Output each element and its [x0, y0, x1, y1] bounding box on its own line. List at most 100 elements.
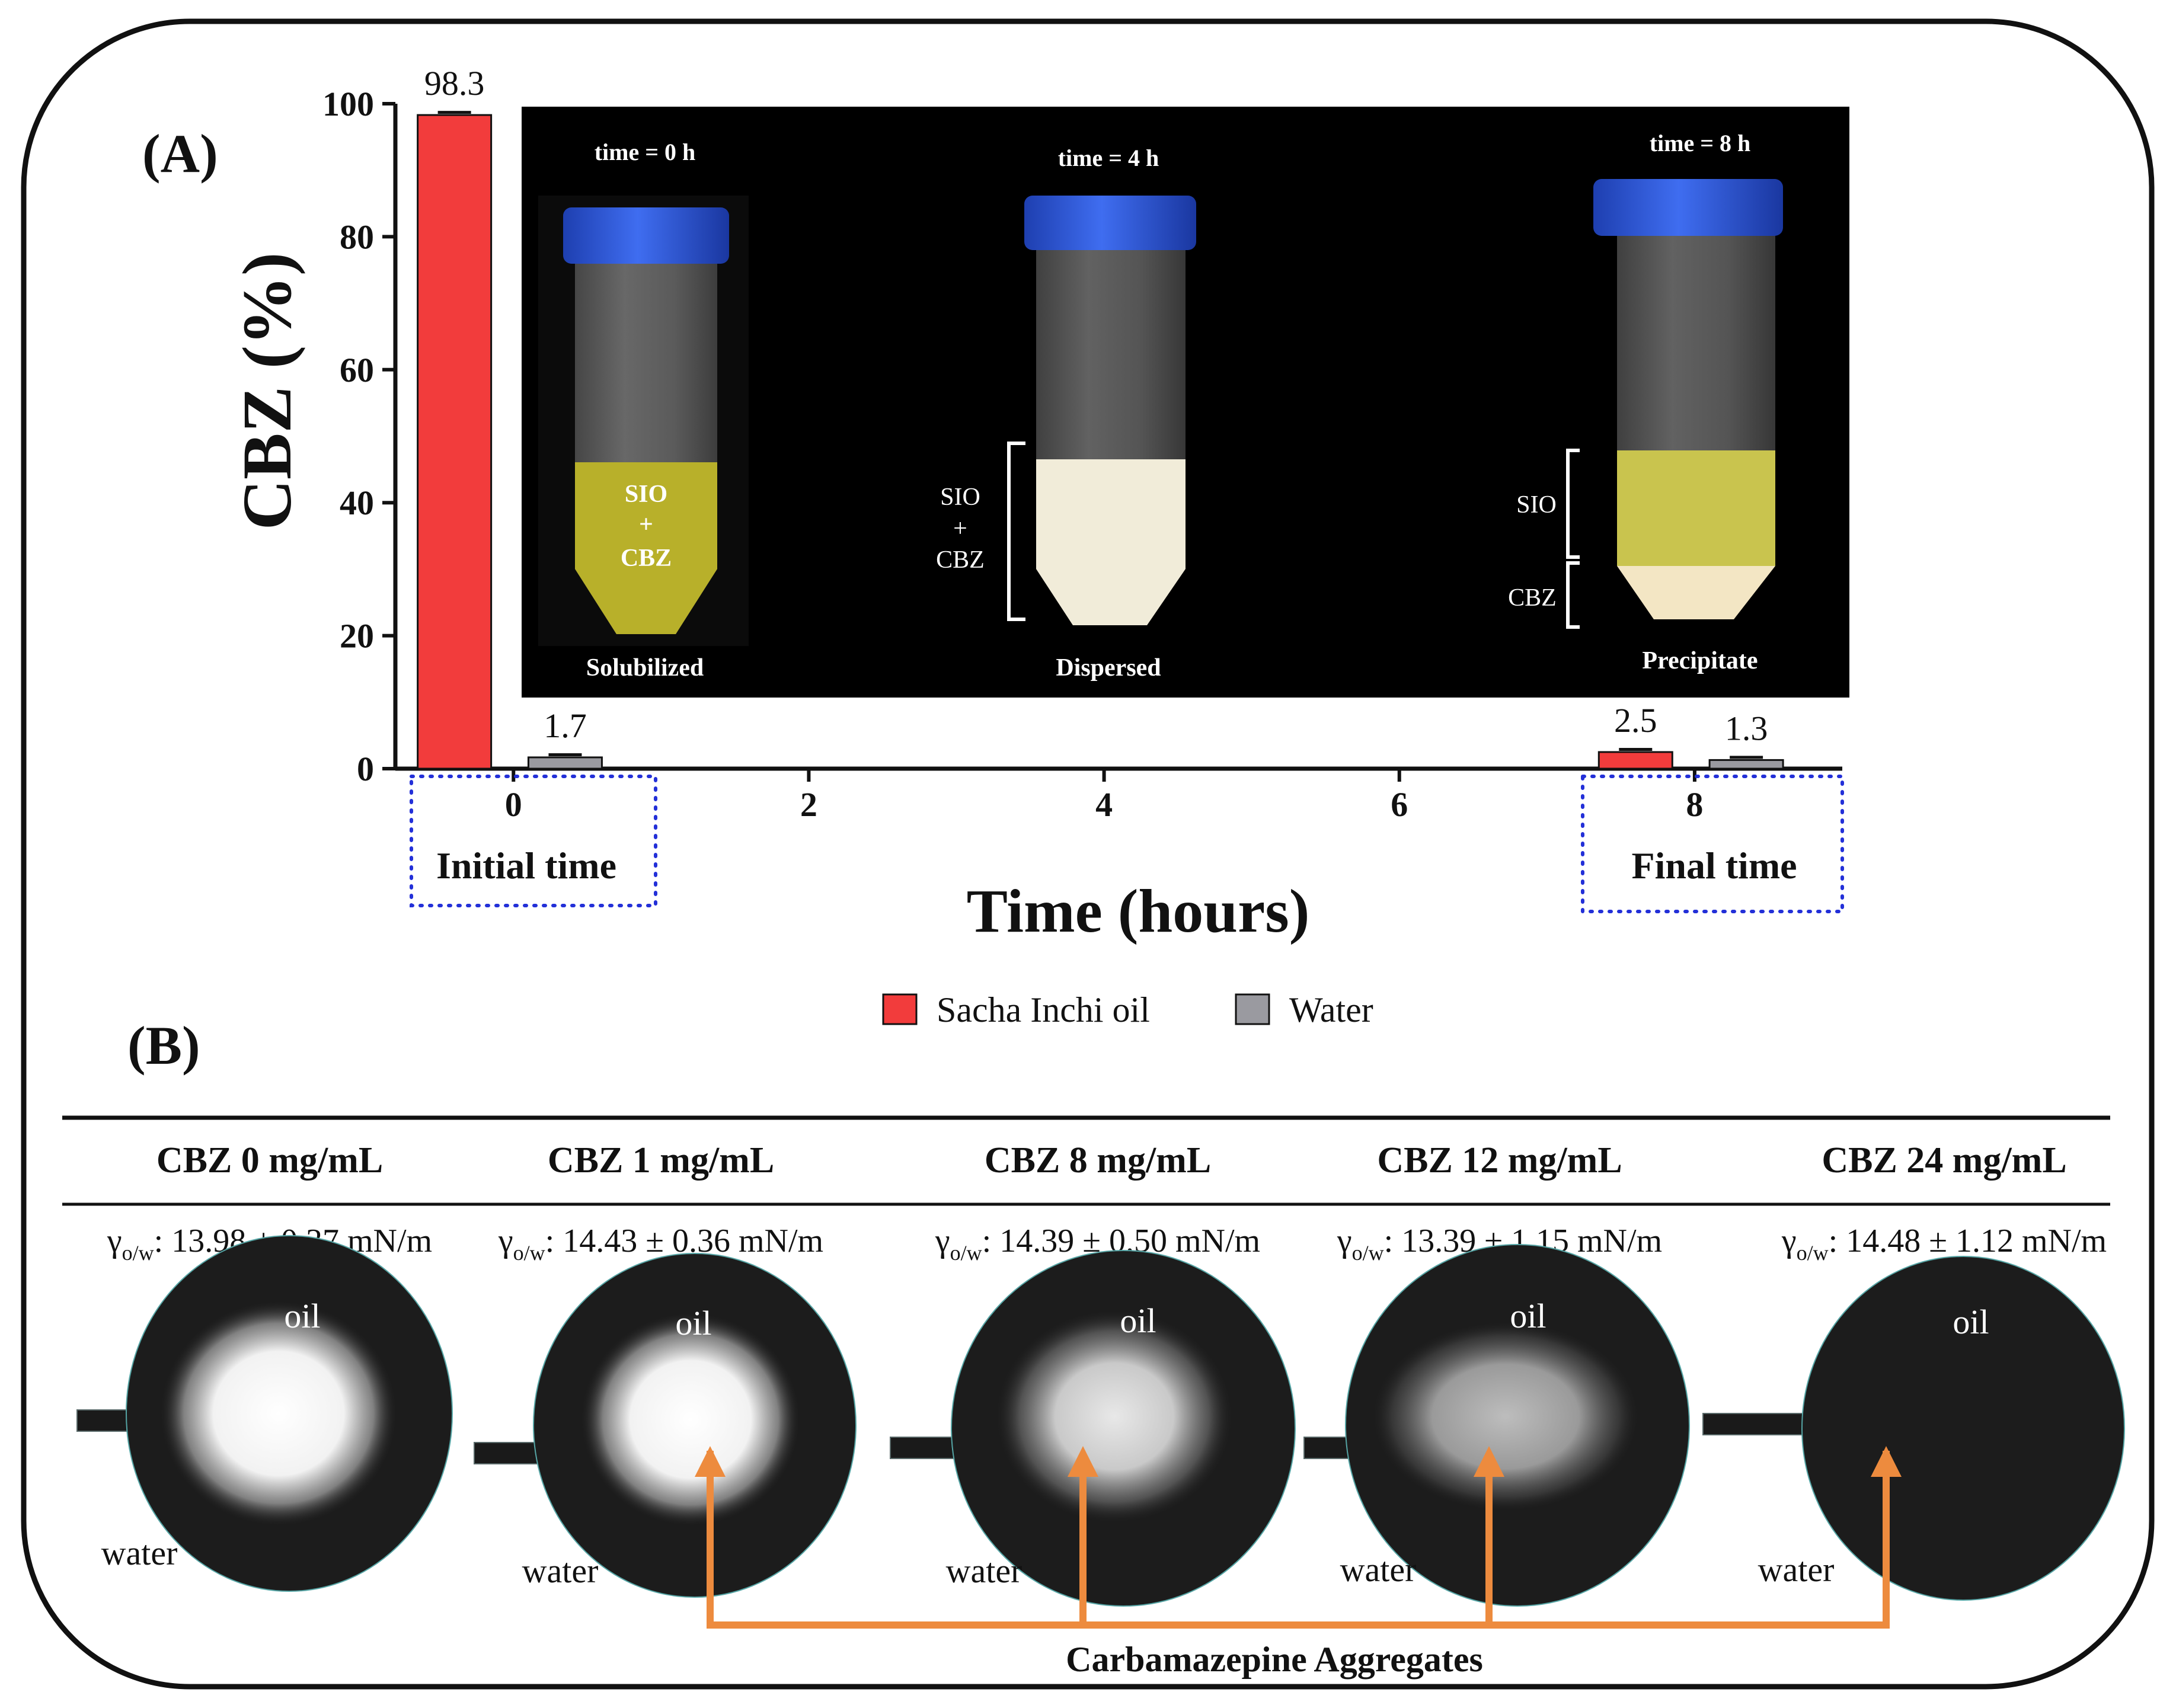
oil-label-2: oil [1120, 1301, 1156, 1340]
oil-label-3: oil [1510, 1297, 1546, 1335]
tube-0h-content-2: + [639, 511, 653, 538]
legend-swatch-1 [1235, 993, 1270, 1025]
tube-0h-content-1: SIO [625, 481, 667, 508]
gamma-symbol-4: γ [1781, 1223, 1797, 1259]
surface-tension-4: γo/w: 14.48 ± 1.12 mN/m [1781, 1223, 2107, 1265]
tube-8h-cap [1593, 179, 1783, 236]
water-label-3: water [1340, 1550, 1417, 1589]
column-header-4: CBZ 24 mg/mL [1822, 1140, 2066, 1181]
water-label-1: water [522, 1552, 599, 1590]
aggregate-arrow-head-3 [1871, 1446, 1902, 1477]
tube-4h-bracket [1007, 442, 1025, 621]
bar-1-1 [1708, 759, 1784, 770]
x-tick-label-6: 6 [1391, 785, 1408, 824]
tube-4h: time = 4 h SIO + CBZ Dispersed [936, 145, 1196, 682]
data-label-0-0: 98.3 [424, 64, 485, 103]
water-label-4: water [1758, 1550, 1835, 1589]
oil-label-4: oil [1953, 1303, 1989, 1341]
oil-label-1: oil [675, 1304, 711, 1342]
bars-group: 98.3 2.5 1.7 1.3 [417, 64, 1784, 770]
x-tick-label-8: 8 [1686, 785, 1703, 824]
bar-0-0 [417, 114, 493, 770]
gamma-subscript-2: o/w [950, 1241, 982, 1265]
cbz-bar-chart: 0 20 40 60 80 100 0 2 4 6 8 98.3 2.5 1.7 1.3 CBZ (%)… [228, 64, 1844, 1029]
tube-8h-time: time = 8 h [1650, 130, 1751, 156]
column-header-0: CBZ 0 mg/mL [156, 1140, 383, 1181]
tube-4h-bracket-2: + [953, 515, 967, 542]
initial-time-label: Initial time [436, 845, 616, 887]
tube-4h-bracket-1: SIO [940, 484, 980, 511]
tube-0h-cap [563, 207, 729, 264]
y-axis-label: CBZ (%) [228, 252, 306, 530]
aggregates-connector [707, 1451, 1890, 1629]
tube-0h-state: Solubilized [586, 654, 704, 682]
data-label-1-1: 1.3 [1725, 709, 1768, 747]
tube-4h-bracket-3: CBZ [936, 546, 985, 574]
final-time-label: Final time [1631, 845, 1797, 887]
bar-1-0 [527, 756, 603, 770]
aggregate-arrow-head-1 [1068, 1446, 1098, 1477]
tube-8h: time = 8 h SIO CBZ Precipitate [1508, 130, 1783, 674]
chart-legend: Sacha Inchi oil Water [882, 990, 1373, 1029]
tube-4h-time: time = 4 h [1058, 145, 1159, 171]
oil-label-0: oil [284, 1297, 320, 1335]
legend-label-0: Sacha Inchi oil [937, 990, 1150, 1029]
gamma-value-4: : 14.48 ± 1.12 mN/m [1829, 1223, 2107, 1259]
outer-frame [21, 18, 2155, 1690]
bar-0-1 [1597, 751, 1673, 770]
aggregate-glow-1 [581, 1313, 800, 1526]
tube-photo-inset: time = 0 h SIO + CBZ Solubilized time = … [522, 107, 1849, 698]
water-label-0: water [101, 1534, 178, 1572]
y-tick-label-60: 60 [340, 351, 374, 389]
x-axis-label: Time (hours) [967, 877, 1310, 945]
legend-swatch-0 [882, 993, 918, 1025]
initial-time-box [410, 775, 657, 907]
tube-4h-state: Dispersed [1056, 654, 1161, 682]
panel-label-a: (A) [142, 123, 218, 184]
gamma-subscript-0: o/w [122, 1241, 154, 1265]
gamma-subscript-1: o/w [513, 1241, 545, 1265]
x-tick-label-0: 0 [505, 785, 522, 824]
column-header-3: CBZ 12 mg/mL [1377, 1140, 1622, 1181]
aggregate-arrows [695, 1446, 1902, 1625]
aggregates-label: Carbamazepine Aggregates [1066, 1640, 1483, 1679]
y-tick-label-80: 80 [340, 218, 374, 256]
y-tick-group: 0 20 40 60 80 100 [322, 85, 395, 788]
gamma-symbol-3: γ [1337, 1223, 1352, 1259]
gamma-symbol-0: γ [107, 1223, 122, 1259]
tube-4h-cap [1024, 196, 1196, 250]
y-tick-label-40: 40 [340, 484, 374, 522]
aggregate-glow-3 [1372, 1322, 1639, 1511]
aggregate-arrow-head-2 [1474, 1446, 1504, 1477]
gamma-subscript-3: o/w [1352, 1241, 1384, 1265]
aggregate-glow-2 [996, 1310, 1233, 1523]
x-tick-group: 0 2 4 6 8 [505, 769, 1703, 824]
panel-label-b: (B) [127, 1015, 200, 1076]
y-tick-label-0: 0 [357, 750, 374, 788]
aggregate-glow-0 [160, 1301, 397, 1526]
x-tick-label-4: 4 [1095, 785, 1113, 824]
tube-8h-oil-layer [1617, 450, 1775, 566]
column-header-2: CBZ 8 mg/mL [985, 1140, 1211, 1181]
tube-0h: time = 0 h SIO + CBZ Solubilized [538, 139, 749, 682]
tube-0h-content-3: CBZ [621, 545, 672, 572]
final-time-box [1581, 775, 1844, 913]
x-tick-label-2: 2 [800, 785, 817, 824]
gamma-subscript-4: o/w [1797, 1241, 1829, 1265]
tube-8h-label-cbz: CBZ [1508, 584, 1557, 612]
data-label-1-0: 1.7 [544, 706, 587, 745]
column-header-1: CBZ 1 mg/mL [548, 1140, 774, 1181]
tube-8h-state: Precipitate [1642, 647, 1758, 674]
gamma-symbol-1: γ [498, 1223, 513, 1259]
tube-0h-time: time = 0 h [595, 139, 696, 165]
tube-4h-liquid [1036, 459, 1186, 625]
tube-8h-precipitate [1617, 566, 1775, 619]
tube-8h-label-sio: SIO [1516, 491, 1557, 519]
tube-8h-bracket-top [1566, 449, 1580, 559]
legend-label-1: Water [1289, 990, 1373, 1029]
tube-8h-bracket-bottom [1566, 561, 1580, 629]
water-label-2: water [946, 1552, 1023, 1590]
